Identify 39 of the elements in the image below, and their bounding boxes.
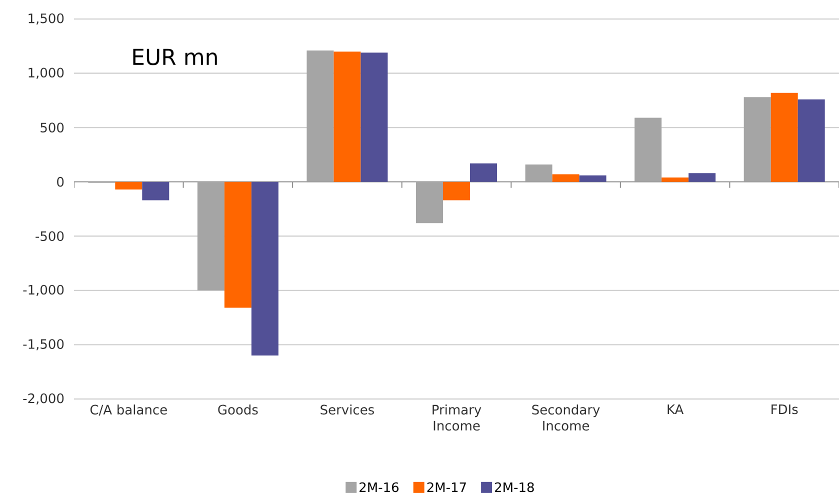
bar	[688, 173, 716, 182]
y-tick-label: 0	[57, 176, 64, 187]
bar	[744, 97, 771, 182]
bar	[360, 52, 388, 182]
x-tick-label: Primary Income	[432, 404, 482, 431]
bar	[142, 182, 170, 200]
y-tick-label: 1,000	[28, 68, 64, 79]
bar	[634, 118, 662, 182]
y-tick-label: -1,500	[23, 339, 64, 350]
y-tick-label: -2,000	[23, 393, 64, 405]
y-tick-label: -1,000	[23, 284, 64, 296]
bar	[662, 178, 689, 182]
bar	[552, 174, 580, 182]
y-tick-label: -500	[36, 231, 64, 242]
y-tick-label: 500	[40, 122, 64, 132]
x-tick-label: Services	[320, 404, 374, 415]
x-tick-label: C/A balance	[90, 404, 167, 416]
bar	[224, 182, 252, 308]
bar	[798, 99, 825, 182]
y-axis-title: EUR mn	[133, 48, 217, 66]
legend-label: 2M-18	[495, 482, 534, 492]
bar	[770, 92, 798, 182]
bar	[334, 52, 361, 182]
bar	[197, 182, 224, 290]
bar	[416, 182, 443, 224]
x-tick-label: Goods	[218, 404, 258, 415]
bar	[525, 164, 552, 182]
legend-label: 2M-16	[360, 482, 399, 492]
y-tick-label: 1,500	[28, 13, 64, 25]
bar	[579, 175, 606, 182]
bar	[115, 182, 142, 190]
legend-label: 2M-17	[427, 482, 466, 492]
x-tick-label: Secondary Income	[532, 404, 600, 431]
bar	[306, 50, 334, 182]
bar	[470, 163, 497, 182]
x-tick-label: FDIs	[772, 404, 798, 414]
x-tick-label: KA	[668, 404, 684, 414]
bar	[251, 182, 278, 356]
bar	[443, 182, 470, 200]
